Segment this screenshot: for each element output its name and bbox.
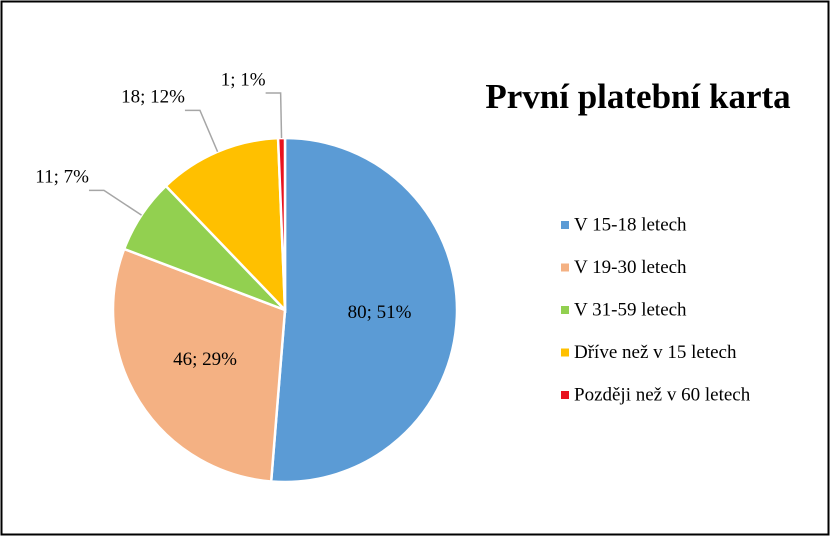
chart-title: První platební karta: [485, 77, 790, 116]
legend-swatch: [561, 221, 569, 229]
legend-label: V 15-18 letech: [574, 214, 687, 235]
data-label: 11; 7%: [35, 167, 89, 188]
pie-slice: [111, 247, 287, 483]
leader-line: [88, 189, 142, 216]
leader-line: [184, 109, 219, 153]
legend-label: V 31-59 letech: [574, 299, 687, 320]
data-label: 80; 51%: [348, 302, 412, 323]
pie-slice: [269, 136, 459, 484]
legend-label: Později než v 60 letech: [574, 384, 751, 405]
legend-label: V 19-30 letech: [574, 257, 687, 278]
data-label: 18; 12%: [121, 87, 185, 108]
leader-line: [265, 92, 283, 139]
data-label: 46; 29%: [173, 349, 237, 370]
legend-swatch: [561, 263, 569, 272]
legend-label: Dříve než v 15 letech: [574, 342, 737, 363]
legend-swatch: [561, 306, 569, 314]
data-label: 1; 1%: [221, 69, 266, 90]
legend-swatch: [561, 348, 569, 357]
legend-swatch: [561, 391, 569, 399]
